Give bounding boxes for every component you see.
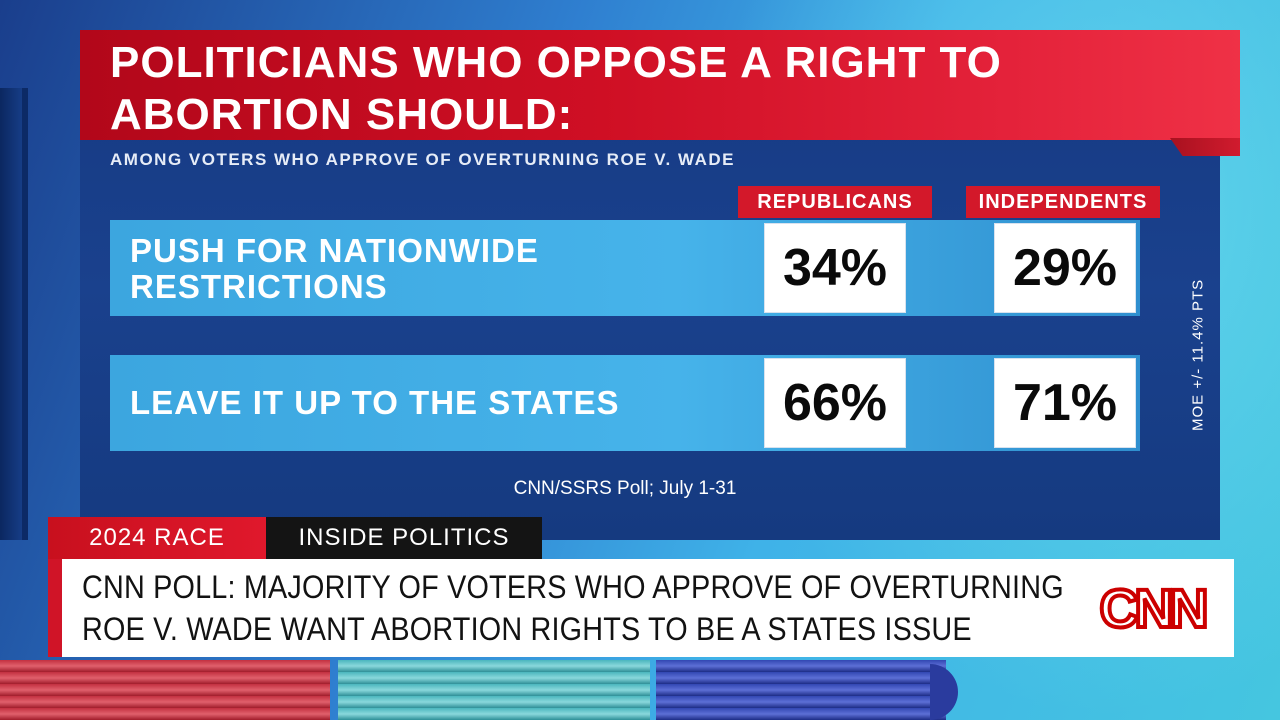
tag-2024-race: 2024 RACE [48, 517, 266, 559]
title-banner [80, 30, 1240, 140]
left-pillar-shine [22, 88, 28, 540]
headline-text: CNN POLL: MAJORITY OF VOTERS WHO APPROVE… [82, 569, 1064, 647]
row-bar-nationwide [110, 220, 1140, 316]
decor-tube-teal [338, 660, 650, 720]
margin-of-error: MOE +/- 11.4% PTS [1189, 278, 1207, 432]
value-republicans-states: 66% [764, 358, 906, 448]
cnn-logo-text: CNN [1100, 579, 1206, 638]
decor-tube-blue [656, 660, 946, 720]
title-banner-tip [1170, 138, 1240, 156]
column-header-republicans: REPUBLICANS [738, 186, 932, 218]
graphic-subtitle: AMONG VOTERS WHO APPROVE OF OVERTURNING … [110, 150, 735, 169]
value-independents-nationwide: 29% [994, 223, 1136, 313]
value-independents-states: 71% [994, 358, 1136, 448]
tag-inside-politics: INSIDE POLITICS [266, 517, 542, 559]
graphic-title: POLITICIANS WHO OPPOSE A RIGHT TO ABORTI… [110, 38, 1002, 139]
row-bar-states [110, 355, 1140, 451]
row-label-states: LEAVE IT UP TO THE STATES [130, 384, 620, 421]
poll-source: CNN/SSRS Poll; July 1-31 [513, 478, 737, 499]
left-pillar-decoration [0, 88, 22, 540]
cnn-logo-icon: CNN [1098, 578, 1212, 638]
value-republicans-nationwide: 34% [764, 223, 906, 313]
headline-box [48, 559, 1234, 657]
decor-tube-red [0, 660, 330, 720]
column-header-independents: INDEPENDENTS [966, 186, 1160, 218]
row-label-nationwide: PUSH FOR NATIONWIDE RESTRICTIONS [130, 232, 539, 305]
graphic-board [80, 120, 1220, 540]
